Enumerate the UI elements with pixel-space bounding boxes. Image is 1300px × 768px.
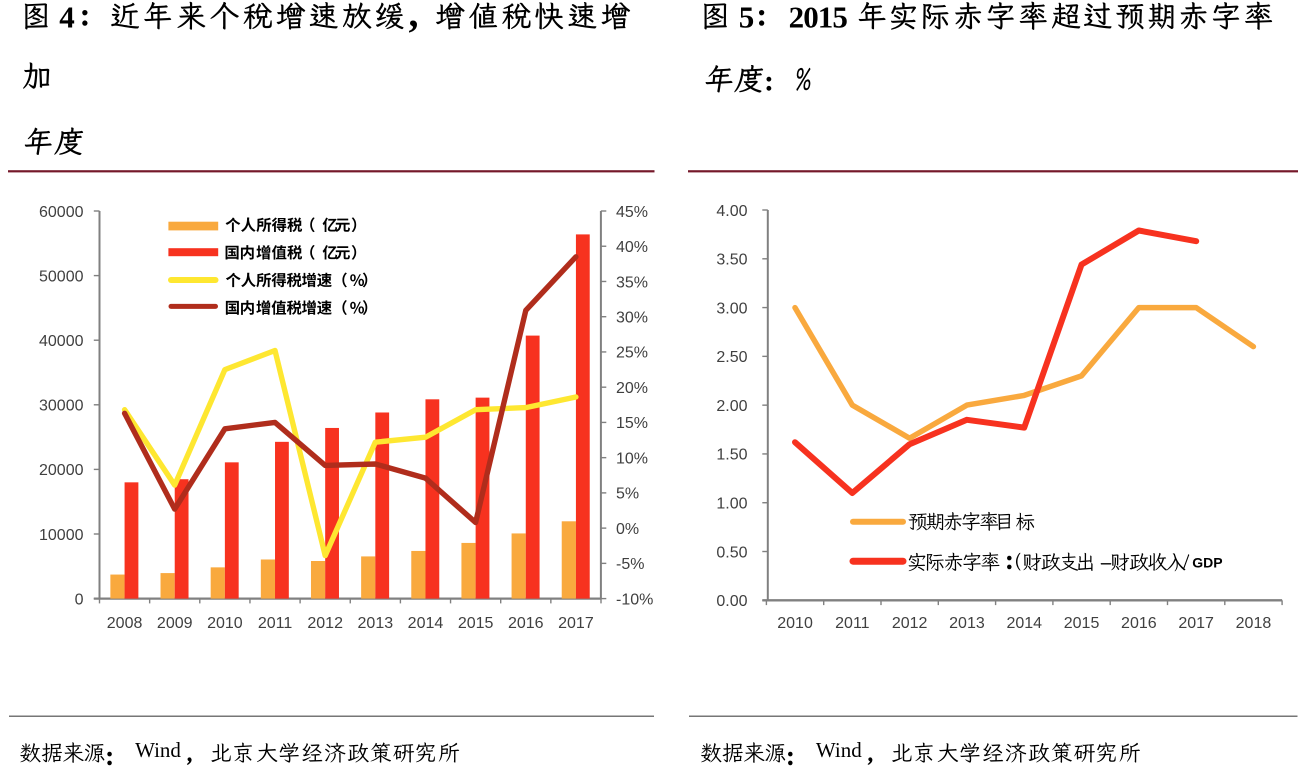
svg-text:2014: 2014: [1006, 615, 1042, 632]
svg-text:3.50: 3.50: [716, 252, 747, 269]
svg-text:20000: 20000: [39, 462, 84, 479]
svg-text:35%: 35%: [616, 274, 648, 291]
svg-text:2013: 2013: [949, 615, 985, 632]
svg-text:2015: 2015: [789, 0, 848, 34]
svg-text:2014: 2014: [408, 615, 444, 632]
svg-text::: :: [786, 741, 795, 768]
svg-text:2017: 2017: [558, 615, 594, 632]
svg-text:5: 5: [739, 0, 755, 34]
svg-text:2.00: 2.00: [716, 398, 747, 415]
svg-text:2018: 2018: [1236, 615, 1272, 632]
svg-text:30000: 30000: [39, 398, 84, 415]
svg-text::: :: [756, 0, 767, 33]
svg-text:0.50: 0.50: [716, 544, 747, 561]
svg-text:2015: 2015: [458, 615, 494, 632]
svg-text:0%: 0%: [616, 521, 639, 538]
svg-text:,: ,: [409, 0, 419, 36]
svg-text::: :: [1005, 545, 1014, 576]
svg-text:2008: 2008: [107, 615, 143, 632]
svg-text:Wind: Wind: [816, 738, 862, 762]
svg-text:0: 0: [75, 591, 84, 608]
svg-text:1.50: 1.50: [716, 447, 747, 464]
svg-text:0.00: 0.00: [716, 593, 747, 610]
svg-text:2012: 2012: [892, 615, 928, 632]
svg-text:30%: 30%: [616, 310, 648, 327]
svg-text:2016: 2016: [508, 615, 544, 632]
svg-text::: :: [105, 741, 114, 768]
svg-text:15%: 15%: [616, 415, 648, 432]
svg-text::: :: [764, 65, 774, 98]
svg-text:40%: 40%: [616, 239, 648, 256]
svg-text:-10%: -10%: [616, 591, 653, 608]
svg-text:GDP: GDP: [1192, 555, 1222, 571]
svg-text:2012: 2012: [307, 615, 343, 632]
svg-text:60000: 60000: [39, 204, 84, 221]
svg-text:1.00: 1.00: [716, 496, 747, 513]
svg-text:2011: 2011: [835, 615, 870, 632]
svg-text:40000: 40000: [39, 333, 84, 350]
svg-text:4.00: 4.00: [716, 203, 747, 220]
svg-text:20%: 20%: [616, 380, 648, 397]
svg-text:5%: 5%: [616, 486, 639, 503]
svg-text:2010: 2010: [207, 615, 243, 632]
svg-text:2013: 2013: [358, 615, 394, 632]
svg-text:10%: 10%: [616, 450, 648, 467]
svg-text:2009: 2009: [157, 615, 193, 632]
svg-text:4: 4: [59, 0, 75, 34]
svg-text:2017: 2017: [1178, 615, 1214, 632]
svg-text:2015: 2015: [1064, 615, 1100, 632]
svg-text:25%: 25%: [616, 345, 648, 362]
svg-text:50000: 50000: [39, 268, 84, 285]
svg-text:2010: 2010: [777, 615, 813, 632]
svg-text:3.00: 3.00: [716, 300, 747, 317]
svg-text:Wind: Wind: [135, 738, 181, 762]
svg-text:2011: 2011: [258, 615, 293, 632]
svg-text:10000: 10000: [39, 527, 84, 544]
svg-text:45%: 45%: [616, 204, 648, 221]
svg-text:2.50: 2.50: [716, 349, 747, 366]
svg-text:2016: 2016: [1121, 615, 1157, 632]
svg-text::: :: [80, 0, 91, 33]
svg-text:-5%: -5%: [616, 556, 644, 573]
